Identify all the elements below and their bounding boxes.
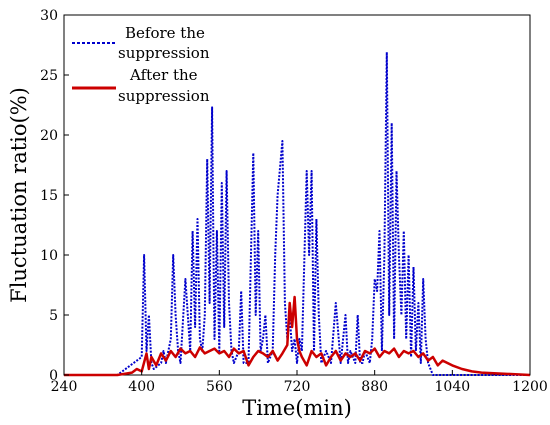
x-axis-ticks: 240 400 560 720 880 1040 1200 [51, 370, 548, 395]
y-tick-label: 5 [49, 308, 58, 324]
y-tick-label: 15 [40, 188, 58, 204]
x-tick-label: 720 [284, 379, 311, 395]
legend-before-line1: Before the [125, 24, 205, 42]
x-tick-label: 1040 [435, 379, 471, 395]
series-layer [64, 51, 531, 377]
y-tick-label: 30 [40, 8, 58, 24]
y-tick-label: 25 [40, 68, 58, 84]
x-tick-label: 560 [206, 379, 233, 395]
x-tick-label: 1200 [512, 379, 548, 395]
y-axis-title: Fluctuation ratio(%) [7, 87, 31, 303]
y-tick-label: 0 [49, 368, 58, 384]
legend-after-line1: After the [129, 66, 198, 84]
x-tick-label: 400 [128, 379, 155, 395]
legend: Before the suppression After the suppres… [72, 24, 210, 105]
x-axis-title: Time(min) [242, 396, 352, 420]
series-after-line [64, 295, 531, 377]
legend-before-line2: suppression [118, 44, 210, 62]
y-axis-ticks: 0 5 10 15 20 25 30 [40, 8, 69, 384]
plot-area [63, 14, 531, 376]
legend-after-line2: suppression [118, 87, 210, 105]
x-tick-label: 880 [361, 379, 388, 395]
x-tick-label: 240 [51, 379, 78, 395]
y-tick-label: 20 [40, 128, 58, 144]
y-tick-label: 10 [40, 248, 58, 264]
